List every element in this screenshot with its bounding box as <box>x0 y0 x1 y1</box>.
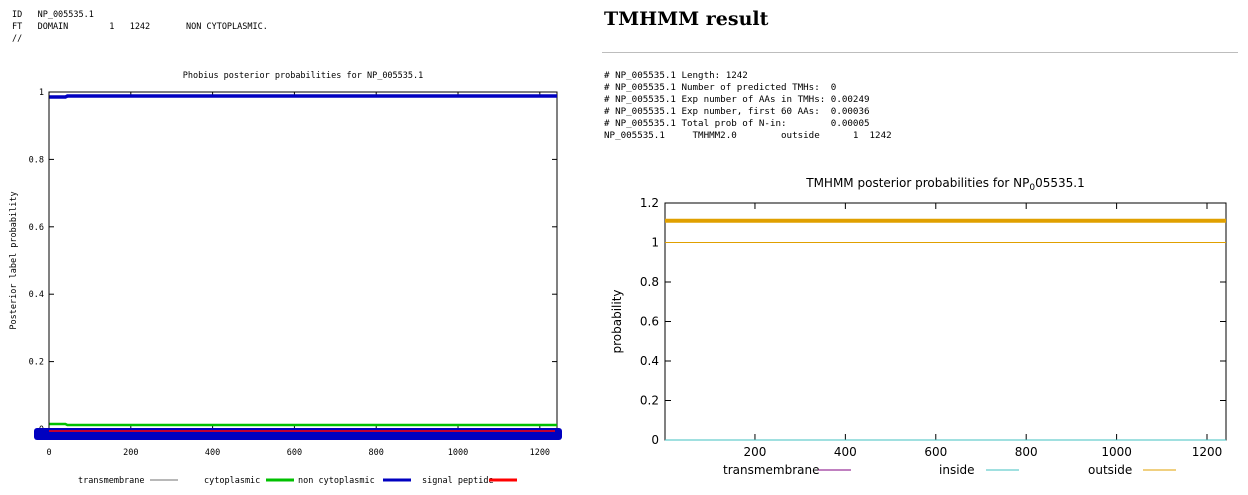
y-tick-label: 0.8 <box>29 155 44 165</box>
x-tick-label: 200 <box>744 445 767 459</box>
legend-label: signal peptide <box>422 476 494 486</box>
plot-frame <box>664 202 1227 441</box>
header-line: // <box>12 34 23 44</box>
x-tick-label: 1200 <box>1192 445 1223 459</box>
plot-frame <box>48 91 558 430</box>
phobius-plot: Phobius posterior probabilities for NP_0… <box>9 71 562 486</box>
series-line <box>49 94 557 99</box>
legend-label: non cytoplasmic <box>298 476 375 486</box>
x-tick-label: 400 <box>205 448 220 458</box>
tmhmm-plot: TMHMM posterior probabilities for NP0055… <box>610 176 1227 477</box>
x-tick-label: 800 <box>1015 445 1038 459</box>
x-tick-label: 800 <box>369 448 384 458</box>
legend-label: cytoplasmic <box>204 476 260 486</box>
summary-line: NP_005535.1 TMHMM2.0 outside 1 1242 <box>604 130 892 141</box>
y-tick-label: 0 <box>651 433 659 447</box>
y-tick-label: 0.6 <box>640 315 659 329</box>
legend-label: transmembrane <box>723 463 820 477</box>
y-tick-label: 1 <box>39 88 44 98</box>
x-tick-label: 0 <box>46 448 51 458</box>
summary-line: # NP_005535.1 Total prob of N-in: 0.0000… <box>604 118 870 129</box>
chart-title: Phobius posterior probabilities for NP_0… <box>183 71 424 81</box>
y-tick-label: 0.2 <box>29 358 44 368</box>
x-tick-label: 1000 <box>448 448 468 458</box>
y-tick-label: 0.8 <box>640 275 659 289</box>
summary-line: # NP_005535.1 Exp number, first 60 AAs: … <box>604 106 870 117</box>
y-tick-label: 1.2 <box>640 196 659 210</box>
title-divider <box>602 52 1238 53</box>
y-tick-label: 0.4 <box>640 354 659 368</box>
y-axis-label: Posterior label probability <box>9 191 19 329</box>
series-baseline-band <box>34 428 562 440</box>
y-tick-label: 0.6 <box>29 223 44 233</box>
y-axis-label: probability <box>610 289 624 353</box>
x-tick-label: 600 <box>287 448 302 458</box>
header-line: ID NP_005535.1 <box>12 10 94 20</box>
x-tick-label: 600 <box>924 445 947 459</box>
y-tick-label: 1 <box>651 236 659 250</box>
x-tick-label: 400 <box>834 445 857 459</box>
x-tick-label: 1200 <box>530 448 550 458</box>
y-tick-label: 0.2 <box>640 394 659 408</box>
summary-line: # NP_005535.1 Length: 1242 <box>604 70 748 81</box>
series-line <box>49 422 557 427</box>
legend-label: outside <box>1088 463 1132 477</box>
y-tick-label: 0.4 <box>29 290 44 300</box>
x-tick-label: 1000 <box>1101 445 1132 459</box>
phobius-header: ID NP_005535.1 FT DOMAIN 1 1242 NON CYTOP… <box>12 9 268 45</box>
legend-label: transmembrane <box>78 476 145 486</box>
tmhmm-summary: # NP_005535.1 Length: 1242 # NP_005535.1 … <box>604 70 892 142</box>
header-line: FT DOMAIN 1 1242 NON CYTOPLASMIC. <box>12 22 268 32</box>
chart-title: TMHMM posterior probabilities for NP0055… <box>805 176 1084 193</box>
legend-label: inside <box>939 463 975 477</box>
summary-line: # NP_005535.1 Number of predicted TMHs: … <box>604 82 837 93</box>
x-tick-label: 200 <box>123 448 138 458</box>
page-title: TMHMM result <box>604 8 769 30</box>
summary-line: # NP_005535.1 Exp number of AAs in TMHs:… <box>604 94 870 105</box>
